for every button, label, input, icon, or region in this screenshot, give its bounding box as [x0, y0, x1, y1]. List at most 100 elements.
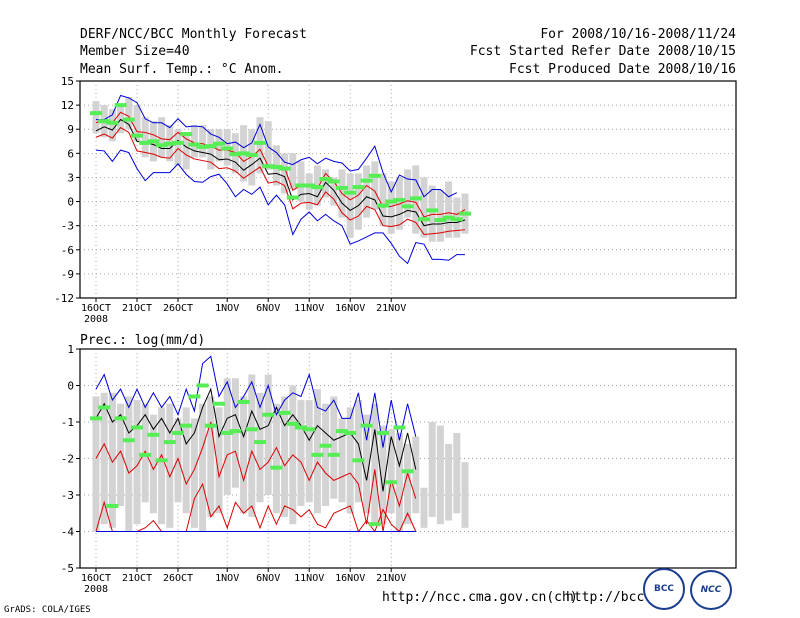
prec-median-marker [188, 394, 201, 399]
prec-range-bar [108, 392, 116, 528]
temp-median-marker [114, 103, 127, 108]
temp-xtick-label: 26OCT [163, 303, 193, 314]
temp-median-marker [229, 152, 242, 157]
prec-xtick-label: 16NOV [335, 573, 365, 584]
prec-range-bar [199, 403, 207, 532]
prec-range-bar [445, 443, 453, 521]
prec-range-bar [371, 403, 379, 525]
prec-xtick-label: 16OCT [81, 573, 111, 584]
temp-range-bar [420, 177, 428, 238]
temp-range-bar [190, 125, 198, 158]
temp-median-marker [278, 166, 291, 171]
prec-median-marker [114, 416, 127, 421]
temp-range-bar [363, 165, 371, 218]
prec-range-bar [305, 400, 313, 503]
temp-xtick-label: 11NOV [294, 303, 324, 314]
temp-range-bar [289, 153, 297, 190]
prec-range-bar [387, 429, 395, 514]
temp-median-marker [368, 173, 381, 178]
prec-median-marker [237, 399, 250, 404]
prec-median-marker [204, 423, 217, 428]
temp-median-marker [418, 217, 430, 222]
prec-range-bar [166, 403, 174, 528]
prec-median-marker [303, 427, 316, 432]
prec-median-marker [278, 410, 291, 415]
prec-median-marker [106, 503, 119, 508]
prec-range-bar [92, 396, 100, 532]
temp-median-marker [295, 183, 307, 188]
prec-ytick-label: -2 [61, 453, 74, 466]
prec-range-bar [338, 418, 346, 503]
temp-range-bar [379, 173, 387, 226]
temp-range-bar [133, 105, 141, 142]
temp-median-marker [98, 119, 111, 124]
prec-range-bar [240, 396, 248, 514]
temp-range-bar [199, 125, 207, 158]
temp-median-marker [254, 140, 266, 145]
temp-median-marker [401, 204, 414, 209]
temp-range-bar [346, 173, 354, 238]
prec-median-marker [286, 421, 299, 426]
temp-range-bar [387, 181, 395, 234]
temp-median-marker [442, 215, 455, 220]
temp-median-marker [327, 179, 340, 184]
prec-range-bar [174, 418, 182, 503]
prec-range-bar [281, 396, 289, 517]
prec-xtick-label: 1NOV [215, 573, 239, 584]
temp-xtick-label: 16OCT [81, 303, 111, 314]
variable-label: Mean Surf. Temp.: °C Anom. [80, 62, 284, 77]
chart-title: DERF/NCC/BCC Monthly Forecast [80, 27, 307, 42]
temp-range-bar [182, 133, 190, 170]
prec-median-marker [147, 432, 160, 437]
temp-median-marker [409, 196, 422, 201]
prec-median-marker [368, 522, 381, 527]
prec-median-marker [245, 427, 258, 432]
prec-range-bar [322, 403, 330, 506]
prec-range-bar [297, 400, 305, 506]
temp-range-bar [256, 117, 264, 174]
prec-ytick-label: -3 [61, 489, 74, 502]
prec-median-marker [295, 425, 307, 430]
prec-median-marker [344, 430, 357, 435]
temp-range-bar [264, 121, 272, 170]
prec-ytick-label: 1 [67, 343, 74, 356]
prec-median-marker [254, 440, 266, 445]
temp-ytick-label: -3 [61, 220, 74, 233]
ncc-url-link[interactable]: http://ncc.cma.gov.cn(ch) [382, 590, 578, 605]
temp-range-bar [428, 185, 436, 242]
temp-median-marker [336, 185, 348, 190]
temp-ytick-label: -6 [61, 244, 74, 257]
prec-xtick-label: 26OCT [163, 573, 193, 584]
temp-ensemble-min-line [95, 149, 465, 265]
temp-range-bar [108, 109, 116, 142]
temp-median-marker [377, 203, 389, 208]
prec-median-marker [385, 480, 398, 485]
bcc-url-link[interactable]: http://bcc.cma.gov.cn [566, 590, 644, 605]
temp-median-marker [459, 211, 471, 216]
prec-spread-upper-line [95, 421, 417, 532]
produced-date: Fcst Produced Date 2008/10/16 [509, 62, 736, 77]
temp-ytick-label: 9 [67, 123, 74, 136]
temp-ytick-label: -12 [54, 292, 74, 305]
temp-median-marker [122, 117, 135, 122]
temp-range-bar [371, 161, 379, 210]
prec-panel-title: Prec.: log(mm/d) [80, 333, 205, 348]
prec-range-bar [428, 422, 436, 517]
temp-range-bar [125, 97, 133, 130]
prec-xtick-label: 11NOV [294, 573, 324, 584]
temp-median-marker [385, 199, 398, 204]
prec-median-marker [319, 443, 332, 448]
prec-median-marker [221, 430, 234, 435]
ncc-logo: NCC [690, 570, 732, 610]
temp-range-bar [141, 117, 149, 158]
temp-median-marker [311, 185, 324, 190]
prec-ytick-label: -1 [61, 416, 74, 429]
prec-year-label: 2008 [84, 584, 108, 595]
prec-range-bar [190, 418, 198, 528]
temp-range-bar [305, 173, 313, 210]
prec-median-marker [270, 465, 283, 470]
temp-ytick-label: 0 [67, 196, 74, 209]
prec-median-marker [336, 429, 348, 434]
temp-range-bar [322, 169, 330, 198]
prec-range-bar [354, 400, 362, 503]
